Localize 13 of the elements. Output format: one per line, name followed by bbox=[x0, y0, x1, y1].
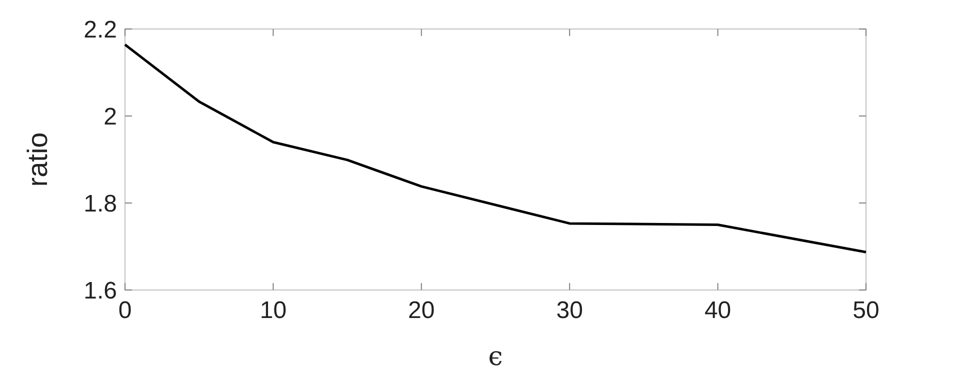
y-tick-label: 2 bbox=[104, 103, 117, 130]
x-axis-title: ϵ bbox=[488, 342, 503, 372]
y-tick-label: 2.2 bbox=[84, 16, 117, 44]
x-tick-label: 0 bbox=[118, 297, 132, 324]
y-tick-label: 1.8 bbox=[84, 190, 117, 218]
x-tick-label: 30 bbox=[556, 297, 583, 324]
y-axis-title: ratio bbox=[22, 132, 53, 187]
x-tick-label: 10 bbox=[260, 297, 287, 324]
x-tick-label: 20 bbox=[408, 297, 435, 324]
line-series bbox=[124, 43, 868, 254]
x-tick-label: 40 bbox=[704, 297, 732, 324]
y-tick-label: 1.6 bbox=[84, 277, 117, 304]
x-tick-label: 50 bbox=[852, 297, 880, 324]
